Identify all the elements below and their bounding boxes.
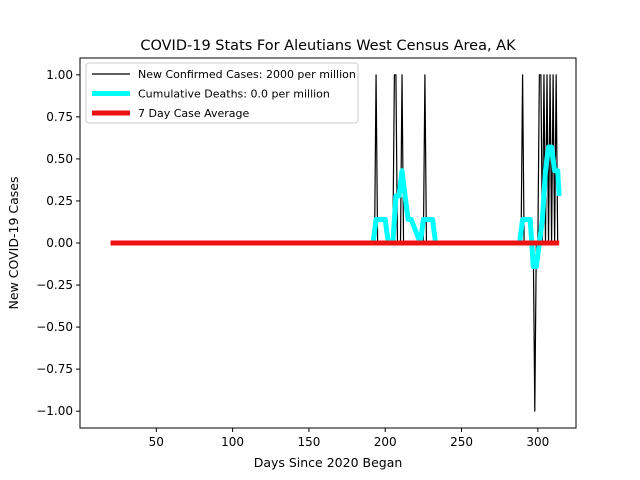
y-tick-label: −0.50 (36, 320, 73, 334)
y-tick-label: −1.00 (36, 404, 73, 418)
y-tick-label: −0.25 (36, 278, 73, 292)
y-tick-label: 0.50 (46, 152, 73, 166)
legend-entry: New Confirmed Cases: 2000 per million (138, 68, 356, 81)
legend-entry: 7 Day Case Average (138, 107, 250, 120)
y-tick-label: −0.75 (36, 362, 73, 376)
y-axis-label: New COVID-19 Cases (6, 177, 21, 310)
x-tick-label: 100 (221, 435, 244, 449)
legend-box (85, 62, 359, 124)
legend: New Confirmed Cases: 2000 per million Cum… (85, 62, 359, 124)
chart-title: COVID-19 Stats For Aleutians West Census… (140, 38, 516, 54)
y-tick-label: 0.00 (46, 236, 73, 250)
x-tick-label: 150 (297, 435, 320, 449)
y-axis-ticks: −1.00 −0.75 −0.50 −0.25 0.00 0.25 0.50 0.75 1.00 (36, 68, 80, 418)
x-axis-ticks: 50 100 150 200 250 300 (149, 428, 549, 449)
series-layer (110, 74, 562, 412)
y-tick-label: 1.00 (46, 68, 73, 82)
x-tick-label: 250 (450, 435, 473, 449)
x-tick-label: 300 (526, 435, 549, 449)
y-tick-label: 0.25 (46, 194, 73, 208)
legend-entry: Cumulative Deaths: 0.0 per million (138, 88, 330, 101)
x-axis-label: Days Since 2020 Began (254, 455, 403, 470)
x-tick-label: 50 (149, 435, 164, 449)
y-tick-label: 0.75 (46, 110, 73, 124)
x-tick-label: 200 (374, 435, 397, 449)
